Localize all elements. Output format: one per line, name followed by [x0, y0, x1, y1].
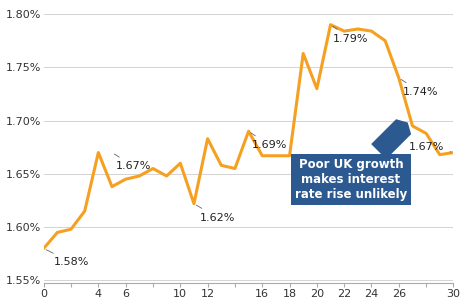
Text: 1.79%: 1.79%: [333, 26, 369, 44]
Text: 1.62%: 1.62%: [196, 205, 235, 223]
Text: Poor UK growth
makes interest
rate rise unlikely: Poor UK growth makes interest rate rise …: [295, 119, 411, 201]
Text: 1.67%: 1.67%: [114, 154, 151, 171]
Text: 1.69%: 1.69%: [251, 133, 287, 150]
Text: 1.58%: 1.58%: [46, 250, 89, 267]
Text: 1.67%: 1.67%: [409, 142, 451, 152]
Text: 1.74%: 1.74%: [401, 80, 439, 97]
